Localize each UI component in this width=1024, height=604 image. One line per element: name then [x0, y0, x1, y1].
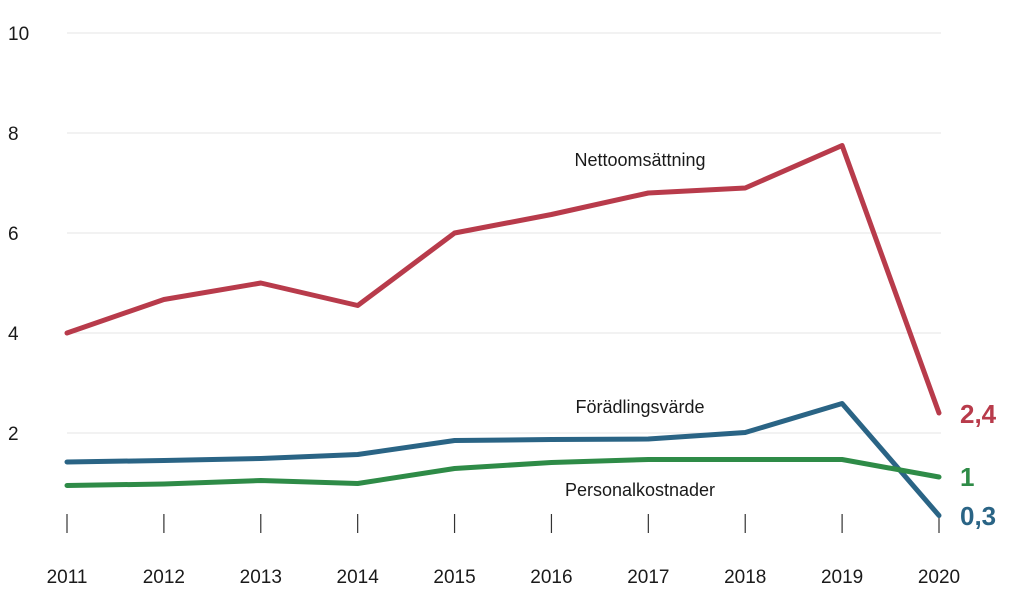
- x-tick-label: 2017: [627, 567, 669, 588]
- series-lines: [64, 143, 942, 518]
- series-label-personalkostnader: Personalkostnader: [565, 480, 715, 500]
- x-tick-label: 2015: [433, 567, 475, 588]
- y-tick-label: 10: [8, 24, 29, 45]
- y-axis-ticks: 2 4 6 8 10: [8, 24, 29, 445]
- x-tick-label: 2020: [918, 567, 960, 588]
- x-tick-label: 2013: [240, 567, 282, 588]
- y-tick-label: 6: [8, 224, 19, 245]
- x-tick-label: 2011: [47, 567, 88, 588]
- x-tick-label: 2014: [337, 567, 380, 588]
- y-tick-label: 4: [8, 324, 19, 345]
- y-tick-label: 2: [8, 424, 19, 445]
- end-label-foradlingsvarde: 0,3: [960, 501, 996, 531]
- series-line-foradlingsvarde: [64, 401, 942, 518]
- x-tick-label: 2016: [530, 567, 572, 588]
- x-axis: 2011 2012 2013 2014 2015 2016 2017 2018 2019 2020: [47, 514, 960, 588]
- series-line-nettoomsattning: [64, 143, 942, 416]
- gridlines: [67, 32, 941, 434]
- series-line-personalkostnader: [64, 457, 942, 488]
- x-tick-label: 2019: [821, 567, 863, 588]
- end-label-nettoomsattning: 2,4: [960, 399, 997, 429]
- end-label-personalkostnader: 1: [960, 462, 974, 492]
- x-tick-label: 2018: [724, 567, 766, 588]
- x-tick-label: 2012: [143, 567, 185, 588]
- y-tick-label: 8: [8, 124, 19, 145]
- series-label-foradlingsvarde: Förädlingsvärde: [575, 397, 704, 417]
- series-label-nettoomsattning: Nettoomsättning: [574, 150, 705, 170]
